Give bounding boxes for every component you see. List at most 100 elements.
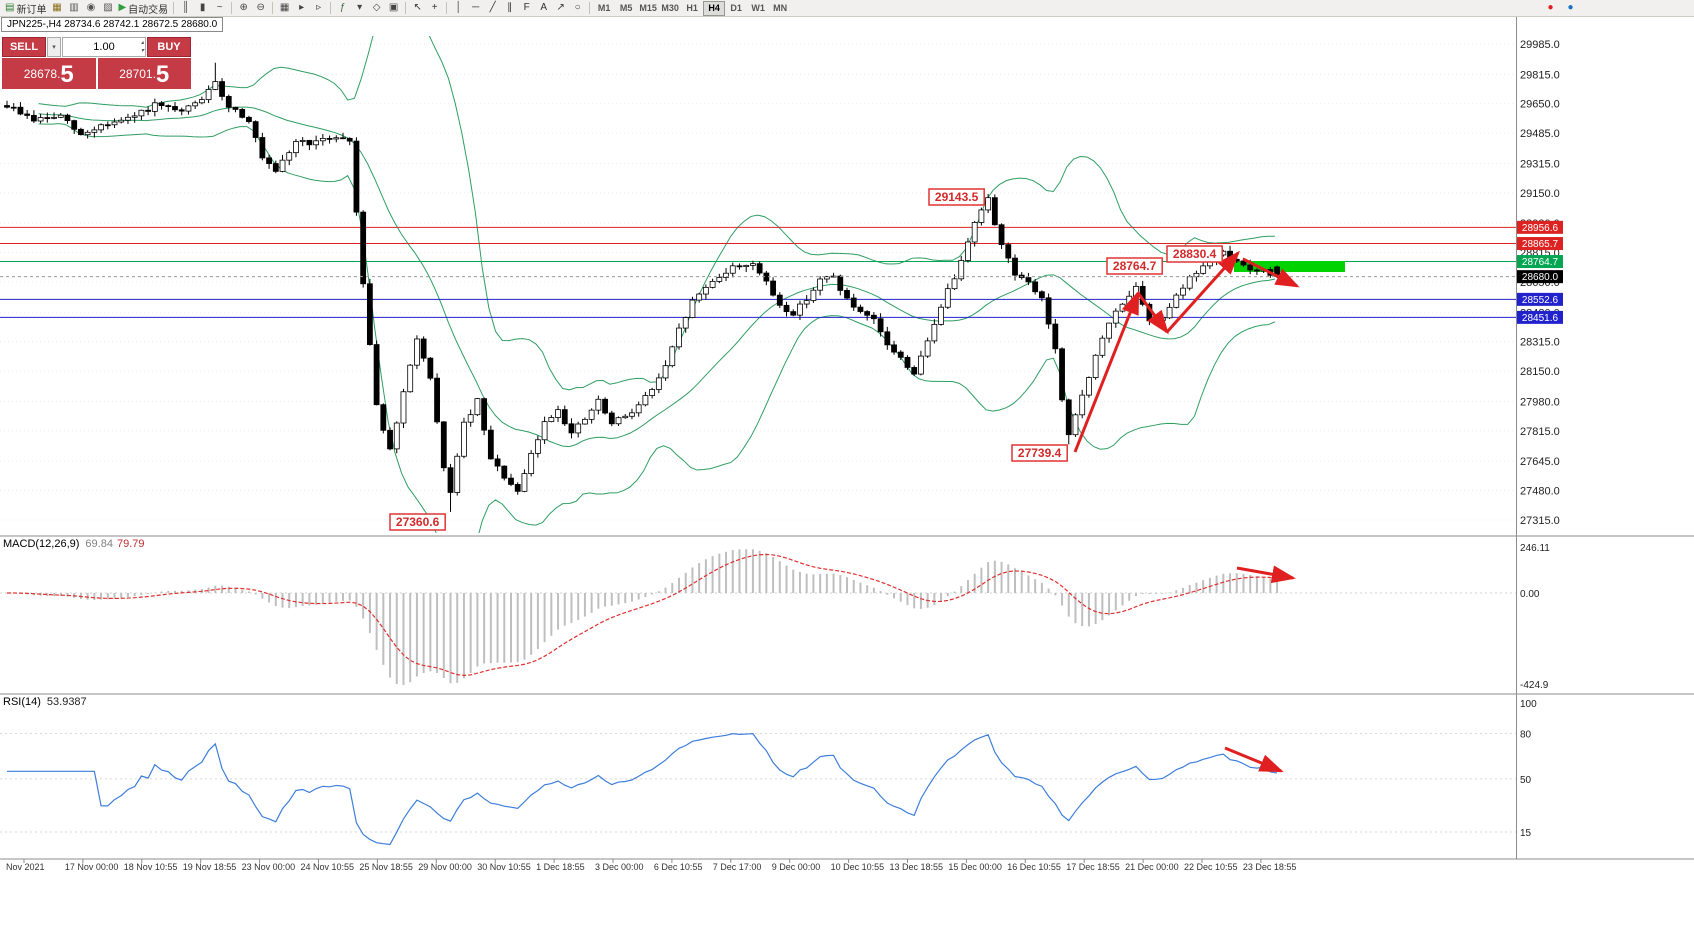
bar-chart-icon: ║ bbox=[182, 2, 190, 13]
timeframe-m30[interactable]: M30 bbox=[661, 3, 679, 13]
toolbar-separator bbox=[173, 2, 175, 14]
timeframe-mn[interactable]: MN bbox=[773, 3, 788, 13]
svg-text:28150.0: 28150.0 bbox=[1520, 366, 1560, 378]
volume-stepper[interactable]: ▴ ▾ bbox=[141, 39, 144, 55]
charts-grid-icon[interactable]: ▦ bbox=[48, 1, 65, 16]
line-chart-icon: ~ bbox=[216, 2, 223, 13]
navigator-icon[interactable]: ◉ bbox=[82, 1, 99, 16]
periods-icon[interactable]: ◇ bbox=[368, 1, 385, 16]
terminal-icon[interactable]: ▨ bbox=[99, 1, 116, 16]
line-chart-icon[interactable]: ~ bbox=[211, 1, 228, 16]
terminal-icon: ▨ bbox=[103, 2, 113, 13]
svg-text:27645.0: 27645.0 bbox=[1520, 456, 1560, 468]
timeframe-d1[interactable]: D1 bbox=[730, 3, 742, 13]
vertical-line-icon[interactable]: │ bbox=[450, 1, 467, 16]
spin-down-icon[interactable]: ▾ bbox=[140, 48, 144, 54]
auto-trading-button-label: 自动交易 bbox=[128, 4, 169, 16]
volume-input[interactable]: 1.00 ▴ ▾ bbox=[62, 37, 146, 57]
svg-text:25 Nov 18:55: 25 Nov 18:55 bbox=[359, 862, 413, 872]
svg-text:27815.0: 27815.0 bbox=[1520, 426, 1560, 438]
text-icon[interactable]: A bbox=[535, 1, 552, 16]
svg-text:29815.0: 29815.0 bbox=[1520, 69, 1560, 81]
toolbar-right-icons: ● ● bbox=[1542, 1, 1579, 16]
new-order-button-label: 新订单 bbox=[16, 4, 47, 16]
svg-text:28764.7: 28764.7 bbox=[1113, 259, 1157, 273]
buy-button[interactable]: BUY bbox=[147, 37, 191, 57]
svg-text:29985.0: 29985.0 bbox=[1520, 39, 1560, 51]
indicators-dropdown-icon[interactable]: ▾ bbox=[351, 1, 368, 16]
timeframe-m5[interactable]: M5 bbox=[619, 3, 633, 13]
indicators-icon[interactable]: ƒ bbox=[334, 1, 351, 16]
rsi-line bbox=[7, 733, 1278, 846]
svg-text:28680.0: 28680.0 bbox=[1522, 272, 1559, 283]
timeframe-h4[interactable]: H4 bbox=[703, 0, 726, 16]
record-icon: ● bbox=[1547, 2, 1554, 13]
svg-text:6 Dec 10:55: 6 Dec 10:55 bbox=[654, 862, 703, 872]
market-watch-icon[interactable]: ▥ bbox=[65, 1, 82, 16]
volume-dropdown-icon[interactable]: ▾ bbox=[47, 37, 61, 57]
svg-text:30 Nov 10:55: 30 Nov 10:55 bbox=[477, 862, 531, 872]
rsi-arrow bbox=[1224, 746, 1284, 773]
macd-name: MACD(12,26,9) bbox=[3, 538, 80, 550]
toolbar-separator bbox=[446, 2, 448, 14]
svg-text:80: 80 bbox=[1520, 729, 1532, 740]
text-icon: A bbox=[540, 2, 547, 13]
sell-price-panel[interactable]: 28678. 5 bbox=[2, 58, 96, 89]
zoom-out-icon: ⊖ bbox=[256, 2, 265, 13]
annotation-box bbox=[1011, 444, 1068, 462]
timeframe-m1[interactable]: M1 bbox=[597, 3, 611, 13]
fibonacci-icon[interactable]: F bbox=[518, 1, 535, 16]
buy-price-panel[interactable]: 28701. 5 bbox=[97, 58, 191, 89]
channel-icon[interactable]: ∥ bbox=[501, 1, 518, 16]
record-icon[interactable]: ● bbox=[1542, 1, 1559, 16]
buy-price-small: 28701. bbox=[119, 67, 156, 81]
shapes-icon[interactable]: ○ bbox=[569, 1, 586, 16]
trend-arrows bbox=[1073, 250, 1300, 773]
auto-trading-button[interactable]: ▶ 自动交易 bbox=[116, 1, 170, 16]
svg-text:17 Nov 00:00: 17 Nov 00:00 bbox=[65, 862, 119, 872]
timeframe-h1[interactable]: H1 bbox=[686, 3, 698, 13]
spin-up-icon[interactable]: ▴ bbox=[140, 40, 144, 46]
zoom-out-icon[interactable]: ⊖ bbox=[252, 1, 269, 16]
bar-chart-icon[interactable]: ║ bbox=[177, 1, 194, 16]
auto-scroll-icon[interactable]: ▸ bbox=[293, 1, 310, 16]
annotation-box bbox=[1166, 245, 1223, 263]
templates-icon: ▣ bbox=[388, 2, 399, 13]
buy-price-big-digit: 5 bbox=[155, 61, 170, 88]
volume-value: 1.00 bbox=[93, 41, 115, 53]
chart-shift-icon[interactable]: ▹ bbox=[310, 1, 327, 16]
zoom-in-icon[interactable]: ⊕ bbox=[235, 1, 252, 16]
community-icon[interactable]: ● bbox=[1562, 1, 1579, 16]
timeframe-m15[interactable]: M15 bbox=[639, 3, 657, 13]
arrows-icon[interactable]: ↗ bbox=[552, 1, 569, 16]
svg-text:24 Nov 10:55: 24 Nov 10:55 bbox=[301, 862, 355, 872]
cursor-icon[interactable]: ↖ bbox=[409, 1, 426, 16]
svg-text:21 Dec 00:00: 21 Dec 00:00 bbox=[1125, 862, 1179, 872]
svg-text:22 Dec 10:55: 22 Dec 10:55 bbox=[1184, 862, 1238, 872]
svg-text:0.00: 0.00 bbox=[1520, 589, 1540, 600]
candlestick-chart-icon[interactable]: ▮ bbox=[194, 1, 211, 16]
crosshair-icon[interactable]: + bbox=[426, 1, 443, 16]
periods-icon: ◇ bbox=[372, 2, 381, 13]
timeframe-w1[interactable]: W1 bbox=[751, 3, 765, 13]
sell-button[interactable]: SELL bbox=[2, 37, 46, 57]
svg-text:15 Dec 00:00: 15 Dec 00:00 bbox=[948, 862, 1002, 872]
chart-canvas[interactable]: 29985.0 29815.0 29650.0 29485.0 29315.0 29150… bbox=[0, 17, 1694, 941]
tile-windows-icon[interactable]: ▦ bbox=[276, 1, 293, 16]
templates-icon[interactable]: ▣ bbox=[385, 1, 402, 16]
svg-text:29650.0: 29650.0 bbox=[1520, 99, 1560, 111]
trendline-icon[interactable]: ╱ bbox=[484, 1, 501, 16]
svg-text:27360.6: 27360.6 bbox=[396, 515, 440, 529]
macd-signal-value: 79.79 bbox=[116, 538, 145, 550]
rsi-label: RSI(14) 53.9387 bbox=[3, 696, 87, 708]
svg-text:27315.0: 27315.0 bbox=[1520, 515, 1560, 527]
channel-icon: ∥ bbox=[507, 2, 513, 13]
auto-trading-button: ▶ bbox=[118, 2, 127, 13]
annotation-box bbox=[928, 188, 985, 206]
trendline-icon: ╱ bbox=[489, 2, 496, 13]
rsi-panel: 100 80 50 15 bbox=[0, 699, 1537, 846]
new-order-button[interactable]: ▤ 新订单 bbox=[3, 1, 48, 16]
horizontal-line-icon[interactable]: ─ bbox=[467, 1, 484, 16]
svg-text:29 Nov 00:00: 29 Nov 00:00 bbox=[418, 862, 472, 872]
trend-arrow-down-1 bbox=[1136, 292, 1169, 335]
